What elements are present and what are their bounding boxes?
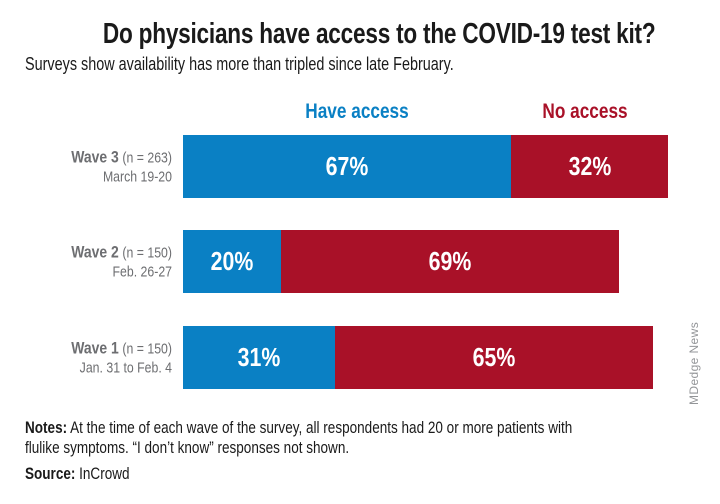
sample-size: (n = 150) <box>122 340 172 357</box>
sample-size: (n = 150) <box>122 244 172 261</box>
sample-size: (n = 263) <box>122 149 172 166</box>
source-label: Source: <box>25 465 76 483</box>
have-access-value: 20% <box>210 246 254 276</box>
have-access-segment: 31% <box>183 326 335 389</box>
row-label-wave2: Wave 2 (n = 150) Feb. 26-27 <box>31 242 172 281</box>
row-label-line1: Wave 2 (n = 150) <box>31 242 172 262</box>
wave-dates: Jan. 31 to Feb. 4 <box>79 359 172 376</box>
have-access-segment: 20% <box>183 230 281 293</box>
bar-row-wave2: Wave 2 (n = 150) Feb. 26-27 20% 69% <box>0 230 720 293</box>
page-title: Do physicians have access to the COVID-1… <box>102 18 656 50</box>
row-label-line1: Wave 1 (n = 150) <box>31 338 172 358</box>
have-access-segment: 67% <box>183 135 512 198</box>
row-label-line1: Wave 3 (n = 263) <box>31 147 172 167</box>
stacked-bar-wave3: 67% 32% <box>183 135 669 198</box>
legend-no-access: No access <box>542 100 628 123</box>
no-access-value: 32% <box>568 151 612 181</box>
no-access-segment: 32% <box>511 135 669 198</box>
subtitle: Surveys show availability has more than … <box>25 54 454 74</box>
stacked-bar-wave2: 20% 69% <box>183 230 620 293</box>
no-access-segment: 65% <box>334 326 654 389</box>
bar-row-wave3: Wave 3 (n = 263) March 19-20 67% 32% <box>0 135 720 198</box>
legend-have-access: Have access <box>305 100 409 123</box>
stacked-bar-wave1: 31% 65% <box>183 326 654 389</box>
row-label-wave3: Wave 3 (n = 263) March 19-20 <box>31 147 172 186</box>
no-access-value: 69% <box>428 246 472 276</box>
wave-name: Wave 2 <box>71 242 119 261</box>
source-body: InCrowd <box>75 465 130 483</box>
row-label-wave1: Wave 1 (n = 150) Jan. 31 to Feb. 4 <box>31 338 172 377</box>
no-access-value: 65% <box>472 342 516 372</box>
have-access-value: 31% <box>237 342 281 372</box>
have-access-value: 67% <box>325 151 369 181</box>
wave-dates: March 19-20 <box>102 168 172 185</box>
wave-name: Wave 3 <box>71 147 119 166</box>
no-access-segment: 69% <box>281 230 620 293</box>
notes-text: Notes: At the time of each wave of the s… <box>25 418 603 458</box>
notes-label: Notes: <box>25 419 68 437</box>
bar-row-wave1: Wave 1 (n = 150) Jan. 31 to Feb. 4 31% 6… <box>0 326 720 389</box>
source-text: Source: InCrowd <box>25 465 603 484</box>
notes-body: At the time of each wave of the survey, … <box>25 419 573 457</box>
mdedge-news-credit: MDedge News <box>687 321 701 405</box>
wave-name: Wave 1 <box>71 338 119 357</box>
wave-dates: Feb. 26-27 <box>112 263 172 280</box>
